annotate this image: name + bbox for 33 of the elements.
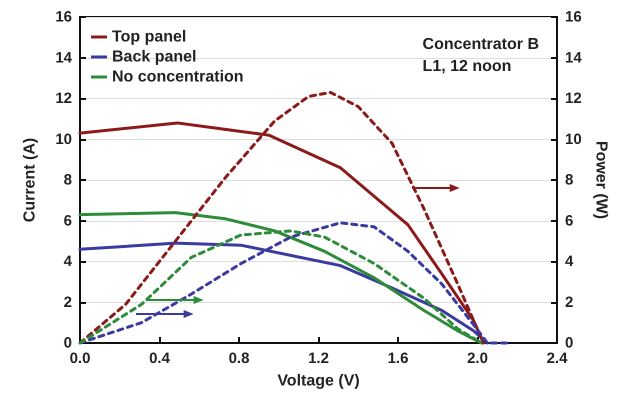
- x-axis-title: Voltage (V): [277, 372, 360, 390]
- y-tick-label: 8: [64, 172, 72, 188]
- x-tick-label: 1.6: [388, 350, 408, 367]
- y-tick-label: 2: [64, 294, 72, 311]
- y-axis-title: Current (A): [22, 138, 38, 222]
- y2-tick-label: 12: [565, 90, 582, 107]
- x-tick-label: 0.4: [149, 350, 171, 367]
- y2-tick-label: 2: [565, 294, 574, 311]
- x-tick-label: 2.4: [546, 350, 568, 367]
- x-tick-label: 2.0: [467, 350, 488, 367]
- y-tick-label: 4: [64, 253, 73, 270]
- y2-tick-label: 4: [565, 253, 574, 270]
- annotation: Concentrator B: [422, 35, 539, 55]
- legend-label: Top panel: [112, 28, 186, 46]
- y2-tick-label: 10: [565, 130, 582, 148]
- y-tick-label: 16: [55, 8, 72, 26]
- y2-tick-label: 0: [565, 334, 574, 352]
- y2-tick-label: 16: [565, 8, 582, 26]
- x-tick-label: 0.8: [228, 350, 250, 367]
- x-tick-label: 0.0: [70, 350, 90, 367]
- y-tick-label: 10: [55, 130, 72, 148]
- y-tick-label: 12: [55, 90, 72, 107]
- y-tick-label: 14: [55, 49, 73, 66]
- x-tick-label: 1.2: [308, 350, 329, 367]
- y-tick-label: 6: [64, 212, 72, 230]
- y-tick-label: 0: [64, 334, 72, 352]
- y2-tick-label: 6: [565, 212, 574, 230]
- legend-label: No concentration: [112, 68, 244, 86]
- y2-tick-label: 8: [565, 172, 574, 188]
- annotation: L1, 12 noon: [422, 57, 512, 77]
- y2-tick-label: 14: [565, 49, 582, 66]
- y2-axis-title: Power (W): [592, 140, 610, 220]
- legend-label: Back panel: [112, 48, 196, 66]
